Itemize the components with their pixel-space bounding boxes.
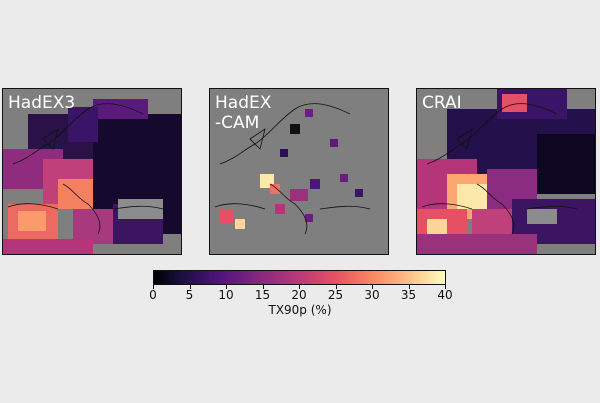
europe-map (417, 89, 595, 254)
map-panel-hadex-cam: HadEX -CAM (209, 88, 389, 255)
panel-title: HadEX -CAM (215, 93, 272, 133)
map-panel-crai: CRAI (416, 88, 596, 255)
colorbar-tick (335, 285, 337, 289)
colorbar-tick-label: 10 (218, 288, 234, 302)
colorbar-label: TX90p (%) (268, 303, 332, 317)
colorbar-tick-label: 40 (437, 288, 453, 302)
colorbar-tick-label: 20 (291, 288, 307, 302)
panel-title: HadEX3 (8, 93, 76, 113)
map-panel-hadex3: HadEX3 (2, 88, 182, 255)
colorbar-tick-label: 15 (254, 288, 271, 302)
colorbar-tick (408, 285, 410, 289)
colorbar-tick (226, 285, 227, 289)
colorbar-tick-label: 0 (149, 288, 157, 302)
colorbar-tick-label: 35 (400, 288, 417, 302)
colorbar-tick (189, 285, 191, 289)
europe-map (3, 89, 181, 254)
colorbar (153, 270, 446, 285)
colorbar-tick (299, 285, 300, 289)
colorbar-tick (445, 285, 446, 289)
colorbar-tick-label: 25 (327, 288, 344, 302)
colorbar-tick (153, 285, 154, 289)
europe-map (210, 89, 388, 254)
panel-title: CRAI (422, 93, 462, 113)
colorbar-tick-label: 30 (364, 288, 380, 302)
colorbar-tick (372, 285, 373, 289)
colorbar-tick-label: 5 (185, 288, 194, 302)
colorbar-tick (262, 285, 264, 289)
